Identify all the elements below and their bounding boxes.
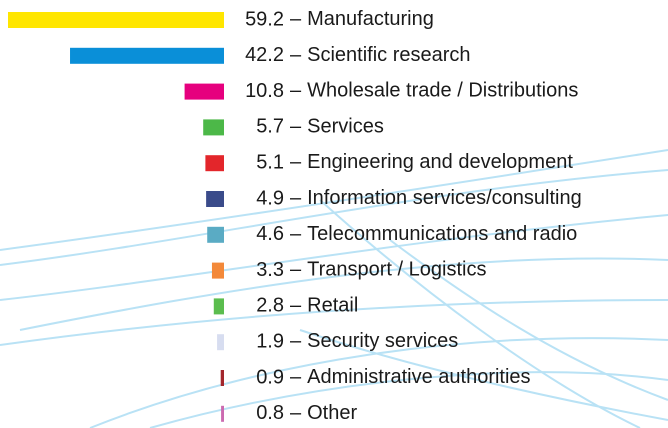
separator: –	[290, 8, 302, 30]
category-name: Other	[307, 402, 357, 424]
bar	[217, 334, 224, 351]
category-name: Wholesale trade / Distributions	[307, 80, 578, 102]
separator: –	[290, 44, 302, 66]
value-label: 4.9	[256, 187, 284, 209]
category-label: – Wholesale trade / Distributions	[290, 80, 578, 102]
separator: –	[290, 295, 302, 317]
category-name: Manufacturing	[307, 8, 434, 30]
bar	[211, 262, 224, 279]
category-label: – Information services/consulting	[290, 187, 582, 209]
separator: –	[290, 259, 302, 281]
value-label: 42.2	[245, 44, 284, 66]
category-label: – Engineering and development	[290, 151, 573, 173]
value-label: 3.3	[256, 259, 284, 281]
category-name: Scientific research	[307, 44, 470, 66]
category-label: – Scientific research	[290, 44, 471, 66]
separator: –	[290, 402, 302, 424]
category-label: – Administrative authorities	[290, 366, 531, 388]
bar	[203, 119, 224, 136]
separator: –	[290, 223, 302, 245]
value-label: 1.9	[256, 330, 284, 352]
category-name: Information services/consulting	[307, 187, 582, 209]
category-name: Telecommunications and radio	[307, 223, 577, 245]
wave	[0, 299, 668, 346]
value-label: 2.8	[256, 295, 284, 317]
wave	[0, 214, 668, 301]
category-name: Transport / Logistics	[307, 259, 486, 281]
value-label: 4.6	[256, 223, 284, 245]
separator: –	[290, 80, 302, 102]
value-label: 10.8	[245, 80, 284, 102]
category-label: – Retail	[290, 295, 358, 317]
wave	[19, 257, 668, 331]
category-label: – Other	[290, 402, 357, 424]
bar	[8, 12, 224, 28]
bar	[213, 298, 224, 315]
value-label: 5.7	[256, 116, 284, 138]
bar	[220, 370, 224, 386]
value-label: 0.8	[256, 402, 284, 424]
wave	[0, 149, 668, 251]
separator: –	[290, 151, 302, 173]
separator: –	[290, 187, 302, 209]
wave	[0, 169, 668, 266]
value-label: 0.9	[256, 366, 284, 388]
bar	[184, 83, 224, 100]
category-label: – Services	[290, 116, 384, 138]
separator: –	[290, 366, 302, 388]
category-name: Security services	[307, 330, 458, 352]
separator: –	[290, 116, 302, 138]
category-name: Services	[307, 116, 384, 138]
category-name: Retail	[307, 295, 358, 317]
value-label: 59.2	[245, 8, 284, 30]
category-label: – Transport / Logistics	[290, 259, 486, 281]
bar	[221, 405, 224, 422]
category-label: – Manufacturing	[290, 8, 434, 30]
wave	[89, 337, 668, 428]
bar	[207, 226, 224, 243]
value-label: 5.1	[256, 151, 284, 173]
category-name: Administrative authorities	[307, 366, 530, 388]
bar	[205, 155, 224, 172]
wave	[389, 239, 668, 401]
bar	[70, 47, 224, 64]
category-label: – Security services	[290, 330, 458, 352]
bar	[206, 191, 224, 207]
category-name: Engineering and development	[307, 151, 573, 173]
separator: –	[290, 330, 302, 352]
wave	[299, 329, 668, 421]
category-label: – Telecommunications and radio	[290, 223, 577, 245]
